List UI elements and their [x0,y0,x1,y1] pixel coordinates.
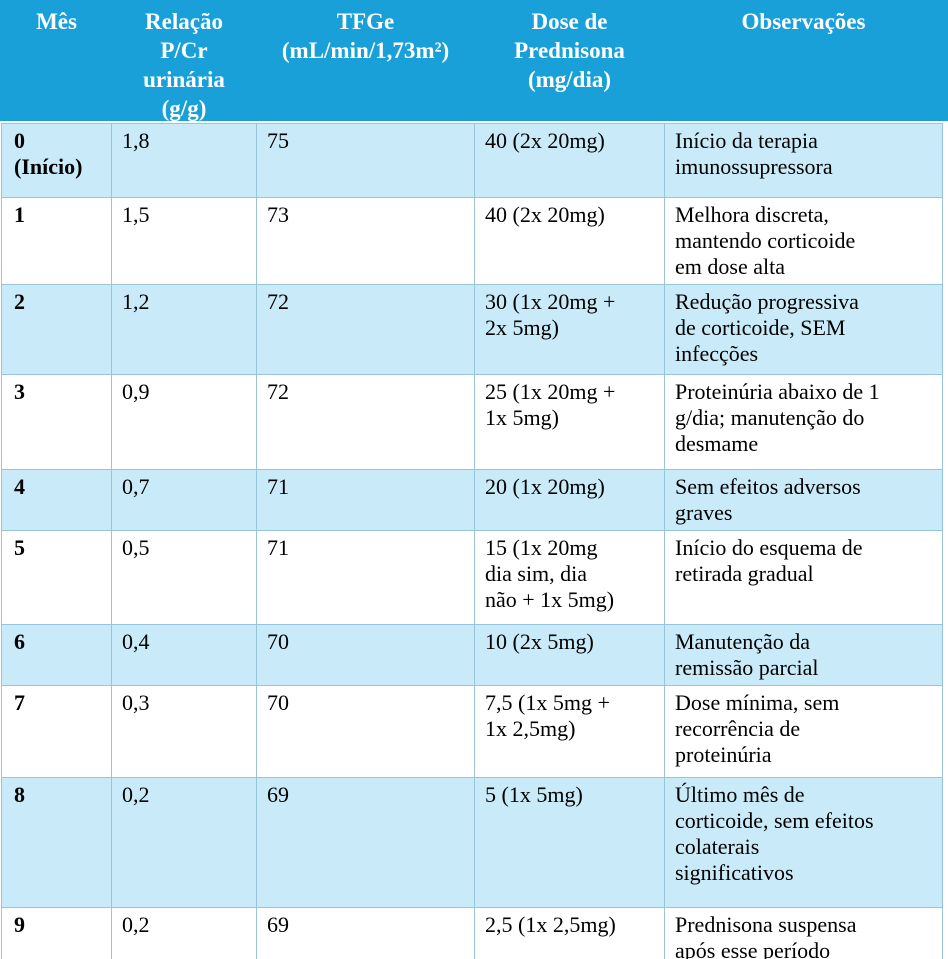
cell-dose: 25 (1x 20mg + 1x 5mg) [474,374,665,470]
cell-tfge: 71 [256,530,475,625]
cell-pcr: 0,5 [111,530,257,625]
cell-tfge: 72 [256,374,475,470]
table-row: 5 0,5 71 15 (1x 20mg dia sim, dia não + … [1,530,943,625]
cell-pcr: 0,3 [111,685,257,778]
cell-tfge: 69 [256,907,475,959]
table-row: 1 1,5 73 40 (2x 20mg) Melhora discreta, … [1,197,943,285]
cell-mes: 6 [1,624,112,686]
cell-obs: Sem efeitos adversos graves [664,469,943,531]
cell-mes: 4 [1,469,112,531]
table-row: 4 0,7 71 20 (1x 20mg) Sem efeitos advers… [1,469,943,531]
cell-pcr: 0,2 [111,907,257,959]
column-header-tfge: TFGe (mL/min/1,73m²) [281,9,450,63]
cell-obs: Redução progressiva de corticoide, SEM i… [664,284,943,375]
cell-mes: 3 [1,374,112,470]
table-row: 9 0,2 69 2,5 (1x 2,5mg) Prednisona suspe… [1,907,943,959]
cell-obs: Início do esquema de retirada gradual [664,530,943,625]
header-row: Mês Relação P/Cr urinária (g/g) TFGe (mL… [2,0,943,124]
cell-obs: Proteinúria abaixo de 1 g/dia; manutençã… [664,374,943,470]
cell-dose: 40 (2x 20mg) [474,123,665,198]
table-row: 6 0,4 70 10 (2x 5mg) Manutenção da remis… [1,624,943,686]
cell-tfge: 70 [256,685,475,778]
cell-obs: Dose mínima, sem recorrência de proteinú… [664,685,943,778]
cell-pcr: 0,2 [111,777,257,908]
cell-dose: 7,5 (1x 5mg + 1x 2,5mg) [474,685,665,778]
cell-dose: 10 (2x 5mg) [474,624,665,686]
table-row: 8 0,2 69 5 (1x 5mg) Último mês de cortic… [1,777,943,908]
cell-obs: Manutenção da remissão parcial [664,624,943,686]
cell-pcr: 1,8 [111,123,257,198]
table-row: 3 0,9 72 25 (1x 20mg + 1x 5mg) Proteinúr… [1,374,943,470]
cell-mes: 8 [1,777,112,908]
cell-pcr: 0,9 [111,374,257,470]
cell-mes: 0 (Início) [1,123,112,198]
cell-mes: 7 [1,685,112,778]
cell-tfge: 72 [256,284,475,375]
cell-pcr: 1,5 [111,197,257,285]
cell-tfge: 75 [256,123,475,198]
table-row: 2 1,2 72 30 (1x 20mg + 2x 5mg) Redução p… [1,284,943,375]
column-header-pcr: Relação P/Cr urinária (g/g) [143,9,225,121]
column-header-dose: Dose de Prednisona (mg/dia) [514,9,625,92]
cell-tfge: 73 [256,197,475,285]
cell-pcr: 0,4 [111,624,257,686]
cell-pcr: 1,2 [111,284,257,375]
cell-dose: 40 (2x 20mg) [474,197,665,285]
cell-mes: 9 [1,907,112,959]
cell-mes: 1 [1,197,112,285]
cell-dose: 20 (1x 20mg) [474,469,665,531]
cell-dose: 5 (1x 5mg) [474,777,665,908]
cell-mes: 5 [1,530,112,625]
cell-mes: 2 [1,284,112,375]
cell-obs: Último mês de corticoide, sem efeitos co… [664,777,943,908]
cell-tfge: 69 [256,777,475,908]
table-header-band [0,0,948,121]
cell-obs: Prednisona suspensa após esse período [664,907,943,959]
table-row: 7 0,3 70 7,5 (1x 5mg + 1x 2,5mg) Dose mí… [1,685,943,778]
table-row: 0 (Início) 1,8 75 40 (2x 20mg) Início da… [1,123,943,198]
cell-obs: Melhora discreta, mantendo corticoide em… [664,197,943,285]
cell-pcr: 0,7 [111,469,257,531]
column-header-obs: Observações [741,9,866,34]
cell-tfge: 71 [256,469,475,531]
cell-obs: Início da terapia imunossupressora [664,123,943,198]
cell-dose: 30 (1x 20mg + 2x 5mg) [474,284,665,375]
column-header-mes: Mês [36,9,77,34]
cell-dose: 15 (1x 20mg dia sim, dia não + 1x 5mg) [474,530,665,625]
cell-dose: 2,5 (1x 2,5mg) [474,907,665,959]
cell-tfge: 70 [256,624,475,686]
